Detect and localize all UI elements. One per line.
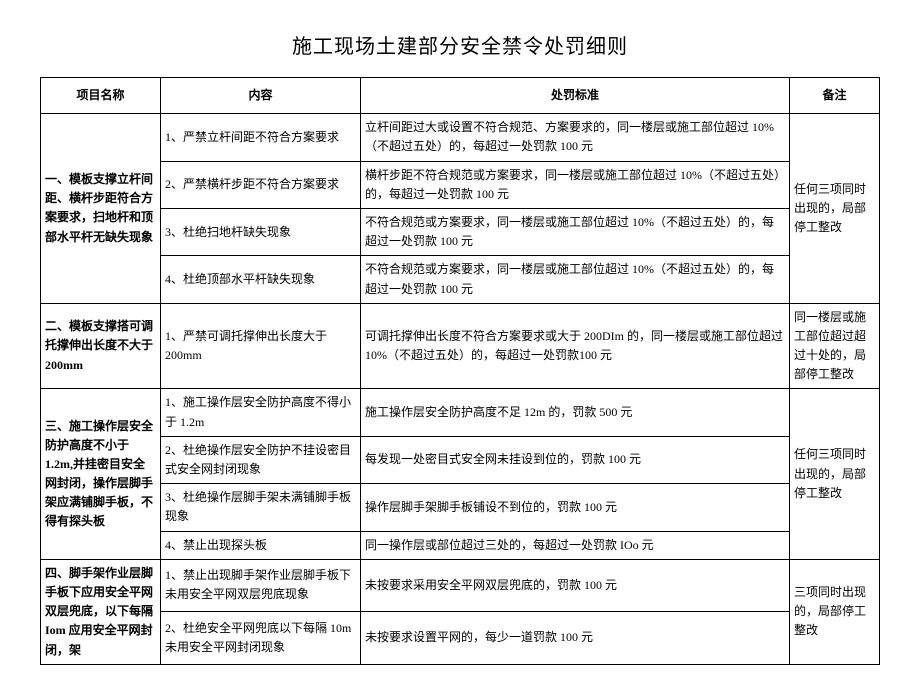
group-note: 同一楼层或施工部位超过超过十处的，局部停工整改: [790, 303, 880, 389]
row-standard: 未按要求采用安全平网双层兜底的，罚款 100 元: [361, 559, 790, 611]
table-row: 2、严禁横杆步距不符合方案要求 横杆步距不符合规范或方案要求，同一楼层或施工部位…: [41, 161, 880, 208]
row-content: 2、严禁横杆步距不符合方案要求: [161, 161, 361, 208]
row-content: 4、禁止出现探头板: [161, 531, 361, 559]
table-row: 四、脚手架作业层脚手板下应用安全平网双层兜底，以下每隔 Iom 应用安全平网封闭…: [41, 559, 880, 611]
table-row: 4、杜绝顶部水平杆缺失现象 不符合规范或方案要求，同一楼层或施工部位超过 10%…: [41, 256, 880, 303]
header-note: 备注: [790, 78, 880, 114]
row-standard: 未按要求设置平网的，每少一道罚款 100 元: [361, 612, 790, 664]
row-content: 2、杜绝操作层安全防护不挂设密目式安全网封闭现象: [161, 436, 361, 483]
group-name: 一、模板支撑立杆间距、横杆步距符合方案要求，扫地杆和顶部水平杆无缺失现象: [41, 114, 161, 304]
group-note: 三项同时出现的，局部停工整改: [790, 559, 880, 664]
header-content: 内容: [161, 78, 361, 114]
group-name: 三、施工操作层安全防护高度不小于 1.2m,并挂密目安全网封闭，操作层脚手架应满…: [41, 389, 161, 559]
table-row: 2、杜绝操作层安全防护不挂设密目式安全网封闭现象 每发现一处密目式安全网未挂设到…: [41, 436, 880, 483]
row-standard: 同一操作层或部位超过三处的，每超过一处罚款 IOo 元: [361, 531, 790, 559]
row-standard: 每发现一处密目式安全网未挂设到位的，罚款 100 元: [361, 436, 790, 483]
row-standard: 不符合规范或方案要求，同一楼层或施工部位超过 10%（不超过五处）的，每超过一处…: [361, 208, 790, 255]
header-standard: 处罚标准: [361, 78, 790, 114]
rules-table: 项目名称 内容 处罚标准 备注 一、模板支撑立杆间距、横杆步距符合方案要求，扫地…: [40, 77, 880, 665]
row-content: 3、杜绝操作层脚手架未满铺脚手板现象: [161, 484, 361, 531]
page-title: 施工现场土建部分安全禁令处罚细则: [40, 30, 880, 59]
table-row: 二、模板支撑搭可调托撑伸出长度不大于 200mm 1、严禁可调托撑伸出长度大于2…: [41, 303, 880, 389]
group-note: 任何三项同时出现的，局部停工整改: [790, 114, 880, 304]
row-content: 1、严禁可调托撑伸出长度大于200mm: [161, 303, 361, 389]
row-content: 1、施工操作层安全防护高度不得小于 1.2m: [161, 389, 361, 436]
table-row: 2、杜绝安全平网兜底以下每隔 10m未用安全平网封闭现象 未按要求设置平网的，每…: [41, 612, 880, 664]
row-content: 1、禁止出现脚手架作业层脚手板下未用安全平网双层兜底现象: [161, 559, 361, 611]
row-standard: 横杆步距不符合规范或方案要求，同一楼层或施工部位超过 10%（不超过五处）的，每…: [361, 161, 790, 208]
row-standard: 立杆间距过大或设置不符合规范、方案要求的，同一楼层或施工部位超过 10%（不超过…: [361, 114, 790, 161]
group-name: 四、脚手架作业层脚手板下应用安全平网双层兜底，以下每隔 Iom 应用安全平网封闭…: [41, 559, 161, 664]
table-row: 4、禁止出现探头板 同一操作层或部位超过三处的，每超过一处罚款 IOo 元: [41, 531, 880, 559]
table-header-row: 项目名称 内容 处罚标准 备注: [41, 78, 880, 114]
row-standard: 施工操作层安全防护高度不足 12m 的，罚款 500 元: [361, 389, 790, 436]
row-standard: 不符合规范或方案要求，同一楼层或施工部位超过 10%（不超过五处）的，每超过一处…: [361, 256, 790, 303]
table-row: 一、模板支撑立杆间距、横杆步距符合方案要求，扫地杆和顶部水平杆无缺失现象 1、严…: [41, 114, 880, 161]
group-name: 二、模板支撑搭可调托撑伸出长度不大于 200mm: [41, 303, 161, 389]
row-content: 1、严禁立杆间距不符合方案要求: [161, 114, 361, 161]
row-standard: 可调托撑伸出长度不符合方案要求或大于 200DIm 的，同一楼层或施工部位超过 …: [361, 303, 790, 389]
header-name: 项目名称: [41, 78, 161, 114]
group-note: 任何三项同时出现的，局部停工整改: [790, 389, 880, 559]
row-content: 3、杜绝扫地杆缺失现象: [161, 208, 361, 255]
table-row: 3、杜绝操作层脚手架未满铺脚手板现象 操作层脚手架脚手板铺设不到位的，罚款 10…: [41, 484, 880, 531]
row-content: 4、杜绝顶部水平杆缺失现象: [161, 256, 361, 303]
row-content: 2、杜绝安全平网兜底以下每隔 10m未用安全平网封闭现象: [161, 612, 361, 664]
row-standard: 操作层脚手架脚手板铺设不到位的，罚款 100 元: [361, 484, 790, 531]
table-row: 3、杜绝扫地杆缺失现象 不符合规范或方案要求，同一楼层或施工部位超过 10%（不…: [41, 208, 880, 255]
table-row: 三、施工操作层安全防护高度不小于 1.2m,并挂密目安全网封闭，操作层脚手架应满…: [41, 389, 880, 436]
